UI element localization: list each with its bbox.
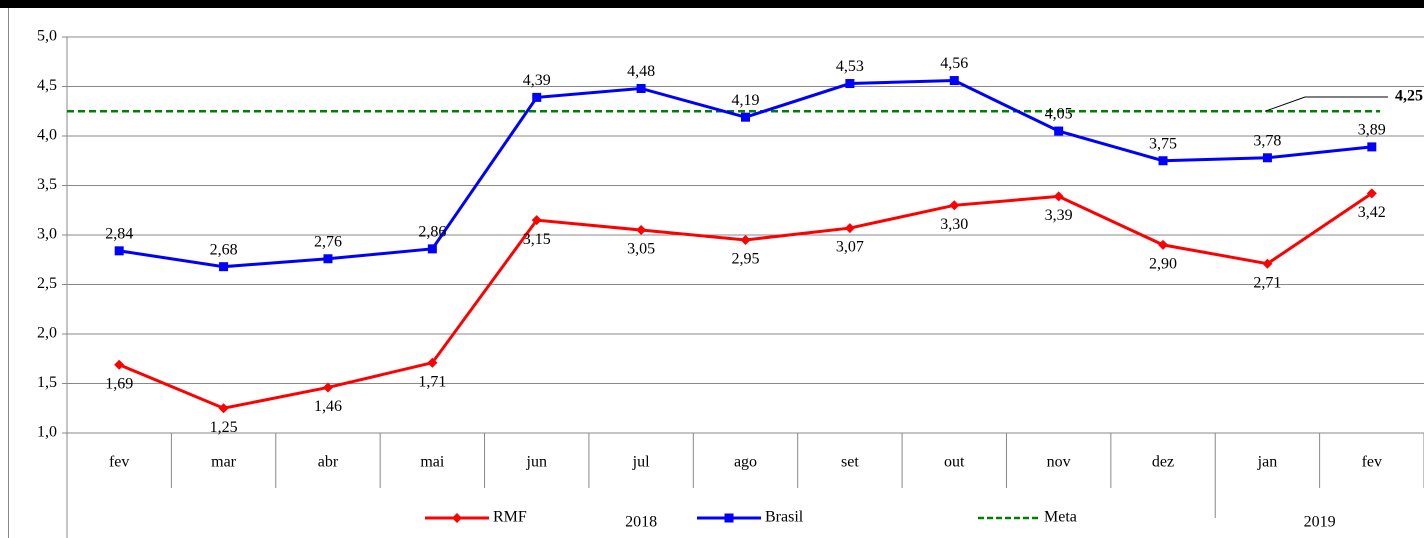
data-label: 3,78 [1253,132,1281,149]
marker [1053,191,1064,202]
marker [1054,126,1064,136]
group-label: 2019 [1304,514,1336,531]
data-label: 3,75 [1149,135,1177,152]
leader-line [1264,96,1388,112]
y-tick-label: 4,0 [37,127,57,144]
data-label: 3,39 [1045,207,1073,224]
marker [636,83,646,93]
marker [531,215,542,226]
x-tick-label: jan [1257,454,1278,471]
marker [1262,153,1272,163]
x-tick-label: ago [734,454,757,471]
marker [1158,156,1168,166]
marker [322,382,333,393]
data-label: 2,90 [1149,256,1177,273]
marker [844,223,855,234]
y-tick-label: 1,0 [37,424,57,441]
marker [427,244,437,254]
data-label: 2,76 [314,233,342,250]
data-label: 4,05 [1045,106,1073,123]
x-tick-label: nov [1047,454,1071,471]
marker [636,225,647,236]
data-label: 3,07 [836,239,864,256]
data-label: 3,05 [627,241,655,258]
series-line [118,192,1373,410]
y-tick-label: 2,0 [37,325,57,342]
x-tick-label: fev [109,454,129,471]
y-tick-label: 3,0 [37,226,57,243]
data-label: 3,89 [1358,122,1386,139]
legend-label: Brasil [765,509,804,526]
data-label: 1,46 [314,398,342,415]
legend-label: RMF [493,509,527,526]
data-label: 4,56 [940,55,968,72]
data-label: 2,71 [1253,274,1281,291]
data-label: 2,84 [105,226,133,243]
data-label: 1,25 [210,419,238,436]
data-label: 1,69 [105,375,133,392]
data-label: 3,42 [1358,204,1386,221]
y-tick-label: 5,0 [37,28,57,45]
marker [114,359,125,370]
marker [949,76,959,86]
x-tick-label: jun [526,454,547,471]
marker [114,246,124,256]
x-tick-label: mai [420,454,445,471]
marker [452,513,462,523]
data-label: 4,39 [523,72,551,89]
marker [219,262,229,272]
marker [949,200,960,211]
data-label: 2,95 [732,251,760,268]
marker [740,234,751,245]
x-tick-label: mar [211,454,237,471]
data-label: 3,30 [940,216,968,233]
group-label: 2018 [625,514,657,531]
data-label: 2,86 [418,224,446,241]
marker [323,254,333,264]
x-tick-label: fev [1362,454,1382,471]
data-label: 1,71 [418,373,446,390]
data-label: 4,48 [627,63,655,80]
marker [427,357,438,368]
marker [845,79,855,89]
marker [1158,239,1169,250]
x-tick-label: set [841,454,859,471]
marker [218,403,229,414]
x-tick-label: out [944,454,965,471]
marker [741,112,750,122]
x-tick-label: abr [318,454,339,471]
reference-label: 4,25 [1395,88,1423,105]
y-tick-label: 1,5 [37,374,57,391]
x-tick-label: dez [1152,454,1174,471]
marker [1366,188,1377,199]
legend-label: Meta [1044,509,1077,526]
y-tick-label: 3,5 [37,176,57,193]
data-label: 2,68 [210,241,238,258]
top-bar [0,0,1424,8]
marker [724,513,734,523]
marker [532,92,542,102]
data-label: 3,15 [523,231,551,248]
data-label: 4,53 [836,58,864,75]
y-tick-label: 4,5 [37,77,57,94]
marker [1367,142,1377,152]
marker [1262,258,1273,269]
data-label: 4,19 [732,92,760,109]
y-tick-label: 2,5 [37,275,57,292]
x-tick-label: jul [632,454,650,471]
